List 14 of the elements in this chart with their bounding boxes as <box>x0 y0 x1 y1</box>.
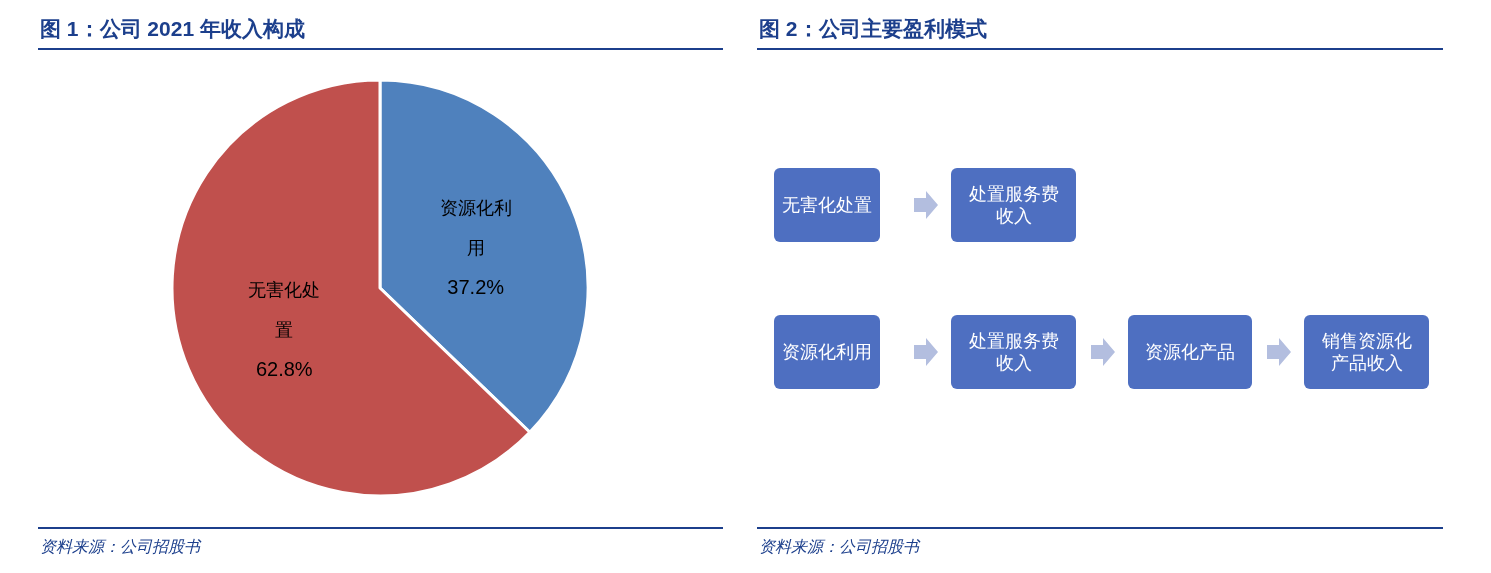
text: 处置服务费收入 <box>968 331 1059 373</box>
text: 处置服务费收入 <box>968 184 1059 226</box>
text: 图 2：公司主要盈利模式 <box>759 17 987 40</box>
text: 资料来源：公司招股书 <box>759 538 921 555</box>
slice-label: 资源化利用 <box>439 198 512 259</box>
text: 资源化利用 <box>782 342 872 362</box>
text: 销售资源化产品收入 <box>1320 331 1412 373</box>
text: 无害化处置 <box>782 195 872 215</box>
chart-title: 图 1：公司 2021 年收入构成 <box>40 17 305 40</box>
text: 资源化产品 <box>1145 342 1235 362</box>
slice-label: 无害化处置 <box>248 279 321 340</box>
data-label: 62.8% <box>255 357 313 380</box>
text: 资料来源：公司招股书 <box>40 538 202 555</box>
data-label: 37.2% <box>447 276 505 299</box>
